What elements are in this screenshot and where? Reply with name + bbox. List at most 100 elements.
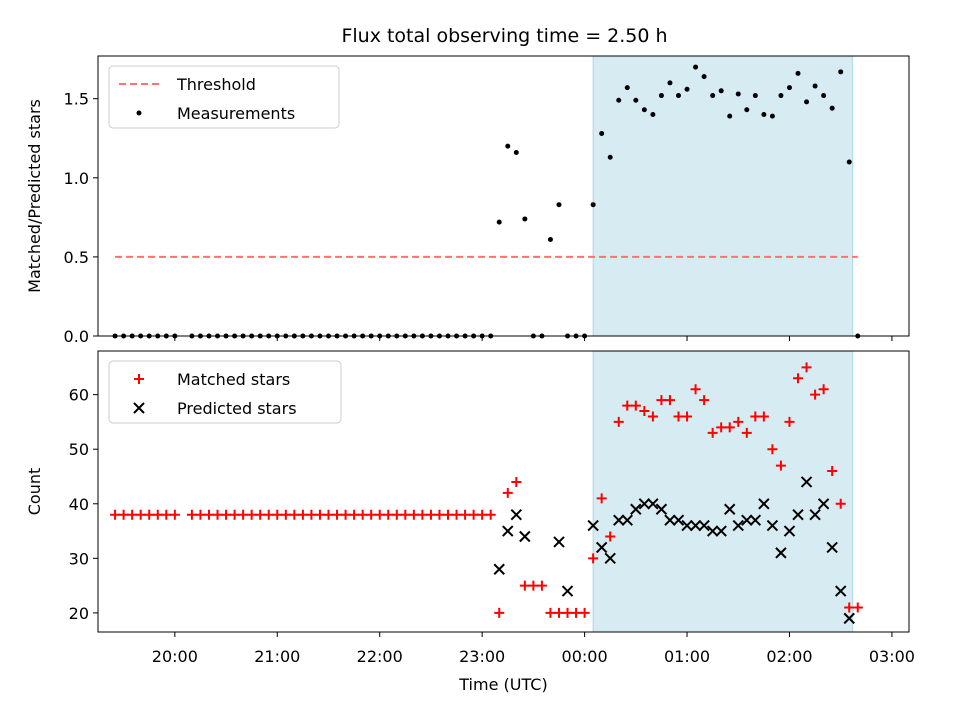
matched-stars-point: [579, 607, 590, 618]
matched-stars-point: [366, 509, 377, 520]
matched-stars-point: [519, 580, 530, 591]
measurement-point: [727, 113, 733, 119]
matched-stars-point: [588, 553, 599, 564]
measurement-point: [616, 97, 622, 103]
legend-label: Measurements: [177, 104, 295, 123]
y-tick-label: 60: [69, 386, 89, 405]
matched-stars-point: [852, 602, 863, 613]
matched-stars-point: [724, 422, 735, 433]
measurement-point: [752, 93, 758, 99]
matched-stars-point: [246, 509, 257, 520]
predicted-stars-point: [800, 476, 813, 488]
matched-stars-point: [656, 395, 667, 406]
predicted-stars-point: [689, 519, 702, 532]
matched-stars-point: [605, 531, 616, 542]
chart-title: Flux total observing time = 2.50 h: [341, 25, 667, 47]
matched-stars-point: [135, 509, 146, 520]
matched-stars-point: [306, 509, 317, 520]
matched-stars-point: [425, 509, 436, 520]
x-tick-label: 00:00: [562, 647, 608, 666]
predicted-stars-point: [681, 519, 693, 532]
matched-stars-point: [793, 373, 804, 384]
measurement-point: [795, 70, 801, 76]
predicted-stars-point: [724, 503, 736, 515]
matched-stars-point: [784, 416, 795, 427]
matched-stars-point: [400, 509, 411, 520]
predicted-stars-point: [604, 552, 616, 565]
matched-stars-point: [528, 580, 539, 591]
matched-stars-point: [263, 509, 274, 520]
matched-stars-point: [553, 607, 564, 618]
x-tick-label: 23:00: [459, 647, 505, 666]
matched-stars-point: [280, 509, 291, 520]
measurement-point: [590, 202, 596, 208]
matched-stars-point: [494, 607, 505, 618]
predicted-stars-point: [630, 503, 642, 515]
matched-stars-point: [391, 509, 402, 520]
matched-stars-point: [630, 400, 641, 411]
predicted-stars-point: [826, 541, 838, 554]
predicted-stars-point: [766, 519, 779, 532]
matched-stars-point: [767, 444, 778, 455]
measurement-point: [658, 93, 664, 99]
matched-stars-point: [417, 509, 428, 520]
legend-label: Predicted stars: [177, 399, 297, 418]
matched-stars-point: [460, 509, 471, 520]
measurement-point: [804, 99, 810, 105]
matched-stars-point: [750, 411, 761, 422]
y-tick-label: 0.5: [64, 248, 89, 267]
matched-stars-point: [810, 389, 821, 400]
matched-stars-point: [383, 509, 394, 520]
matched-stars-point: [835, 498, 846, 509]
matched-stars-point: [229, 509, 240, 520]
matched-stars-point: [707, 427, 718, 438]
y-tick-label: 0.0: [64, 327, 89, 346]
y-tick-label: 20: [69, 604, 89, 623]
matched-stars-point: [647, 411, 658, 422]
matched-stars-point: [314, 509, 325, 520]
matched-stars-point: [502, 487, 513, 498]
matched-stars-point: [443, 509, 454, 520]
matched-stars-point: [161, 509, 172, 520]
legend-measurement-marker: [136, 110, 142, 116]
legend-matched-marker: [134, 374, 144, 384]
matched-stars-point: [545, 607, 556, 618]
matched-stars-point: [468, 509, 479, 520]
matched-stars-point: [511, 476, 522, 487]
matched-stars-point: [801, 362, 812, 373]
matched-stars-point: [118, 509, 129, 520]
matched-stars-point: [332, 509, 343, 520]
y-tick-label: 1.0: [64, 169, 89, 188]
matched-stars-point: [775, 460, 786, 471]
predicted-stars-point: [792, 508, 804, 521]
matched-stars-point: [733, 416, 744, 427]
predicted-stars-point: [775, 547, 787, 559]
measurement-point: [641, 107, 647, 113]
predicted-stars-point: [817, 498, 830, 510]
predicted-stars-point: [741, 514, 753, 526]
matched-stars-point: [536, 580, 547, 591]
predicted-stars-point: [638, 498, 651, 510]
matched-stars-point: [596, 493, 607, 504]
measurement-point: [846, 159, 852, 165]
predicted-stars-point: [587, 519, 599, 532]
measurement-point: [624, 85, 630, 91]
legend-predicted-marker: [133, 402, 145, 414]
matched-stars-point: [716, 422, 727, 433]
observing-span: [592, 350, 854, 633]
predicted-stars-point: [783, 525, 796, 537]
matched-stars-point: [212, 509, 223, 520]
predicted-stars-point: [621, 514, 633, 526]
predicted-stars-point: [561, 585, 574, 597]
matched-stars-point: [741, 427, 752, 438]
matched-stars-point: [349, 509, 360, 520]
y-axis-label: Count: [25, 468, 44, 516]
matched-stars-point: [340, 509, 351, 520]
matched-stars-point: [144, 509, 155, 520]
count-panel: 20 30 40 50 60 20:00 21:00 22:00 23:00 00:00 01:00…: [25, 350, 915, 694]
measurement-point: [522, 216, 528, 222]
measurement-point: [667, 80, 673, 86]
predicted-stars-point: [493, 563, 505, 575]
matched-stars-point: [477, 509, 488, 520]
